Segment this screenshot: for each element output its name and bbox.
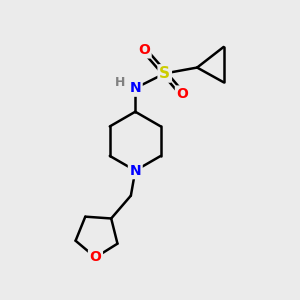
Text: O: O [176, 87, 188, 101]
Text: N: N [130, 164, 141, 178]
Text: S: S [159, 66, 170, 81]
Text: O: O [89, 250, 101, 264]
Text: H: H [116, 76, 126, 89]
Text: N: N [130, 81, 141, 95]
Text: O: O [138, 43, 150, 57]
